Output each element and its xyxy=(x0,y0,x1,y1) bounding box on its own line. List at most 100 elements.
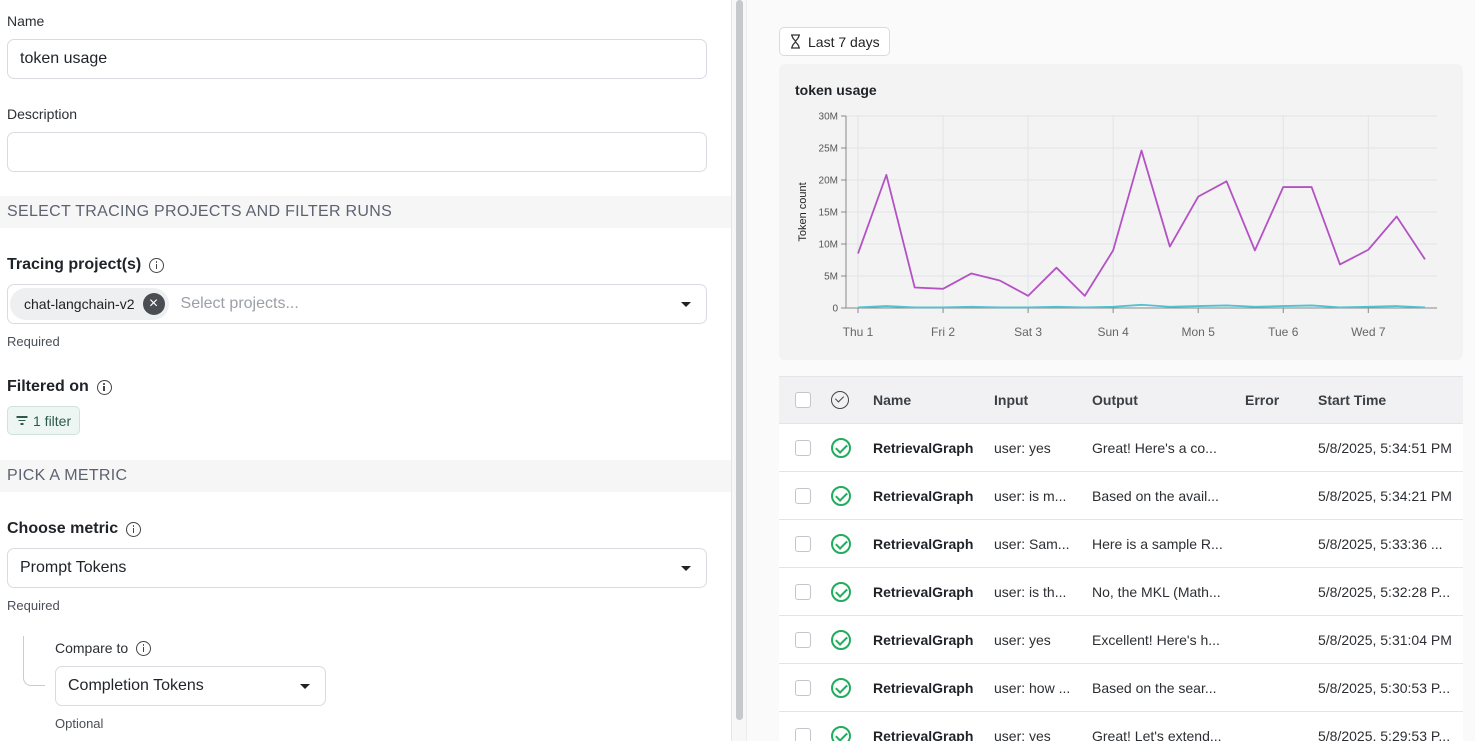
table-row[interactable]: RetrievalGraph user: is m... Based on the … xyxy=(779,472,1463,520)
x-tick-label: Mon 5 xyxy=(1182,325,1216,339)
run-name[interactable]: RetrievalGraph xyxy=(873,631,974,648)
run-name[interactable]: RetrievalGraph xyxy=(873,487,974,504)
status-cell xyxy=(831,520,851,567)
run-start-time: 5/8/2025, 5:34:21 PM xyxy=(1318,487,1452,504)
description-label: Description xyxy=(7,106,78,122)
remove-chip-icon[interactable]: × xyxy=(142,293,165,315)
column-header-start-time[interactable]: Start Time xyxy=(1318,392,1387,408)
row-checkbox-cell xyxy=(795,568,811,615)
success-check-icon xyxy=(831,725,851,741)
column-header-error[interactable]: Error xyxy=(1245,392,1280,408)
table-row[interactable]: RetrievalGraph user: yes Excellent! Here's… xyxy=(779,616,1463,664)
compare-select[interactable]: Completion Tokens xyxy=(55,666,326,706)
description-input[interactable] xyxy=(7,132,707,172)
filter-icon xyxy=(16,416,27,425)
row-checkbox-cell xyxy=(795,520,811,567)
run-name[interactable]: RetrievalGraph xyxy=(873,727,974,741)
section-heading-metric: PICK A METRIC xyxy=(0,460,731,492)
run-start-time: 5/8/2025, 5:32:28 P... xyxy=(1318,583,1451,600)
section-heading-tracing: SELECT TRACING PROJECTS AND FILTER RUNS xyxy=(0,196,731,228)
x-tick-label: Sat 3 xyxy=(1014,325,1042,339)
project-chip-label: chat-langchain-v2 xyxy=(24,296,135,312)
table-row[interactable]: RetrievalGraph user: how ... Based on the … xyxy=(779,664,1463,712)
select-all-checkbox-cell xyxy=(795,377,811,423)
scrollbar-thumb[interactable] xyxy=(736,0,743,720)
run-name[interactable]: RetrievalGraph xyxy=(873,439,974,456)
table-row[interactable]: RetrievalGraph user: is th... No, the MKL … xyxy=(779,568,1463,616)
y-tick-label: 5M xyxy=(824,272,838,283)
column-header-input[interactable]: Input xyxy=(994,392,1029,408)
row-checkbox-cell xyxy=(795,712,811,741)
status-cell xyxy=(831,664,851,711)
filter-button[interactable]: 1 filter xyxy=(7,406,81,435)
row-checkbox-cell xyxy=(795,424,811,471)
run-output: Great! Here's a co... xyxy=(1092,439,1217,456)
token-usage-chart: 0 5M 10M 15M 20M 25M 30M Thu 1 Fri 2 Sat 3 Sun 4 Mo… xyxy=(797,112,1437,339)
choose-metric-label: Choose metric xyxy=(7,520,142,538)
run-input: user: Sam... xyxy=(994,535,1070,552)
y-tick-label: 20M xyxy=(819,176,838,187)
status-header xyxy=(831,377,849,423)
run-output: Based on the avail... xyxy=(1092,487,1219,504)
table-row[interactable]: RetrievalGraph user: yes Great! Let's exte… xyxy=(779,712,1463,741)
x-tick-label: Thu 1 xyxy=(843,325,874,339)
name-input[interactable]: token usage xyxy=(7,39,707,79)
status-cell xyxy=(831,712,851,741)
table-row[interactable]: RetrievalGraph user: yes Great! Here's a c… xyxy=(779,424,1463,472)
x-tick-label: Tue 6 xyxy=(1268,325,1299,339)
row-checkbox[interactable] xyxy=(795,679,811,696)
check-circle-icon[interactable] xyxy=(831,391,849,409)
run-output: Here is a sample R... xyxy=(1092,535,1223,552)
column-header-name[interactable]: Name xyxy=(873,392,912,408)
status-cell xyxy=(831,424,851,471)
metric-helper-text: Required xyxy=(7,598,60,613)
tracing-projects-label-text: Tracing project(s) xyxy=(7,256,142,273)
run-input: user: yes xyxy=(994,727,1051,741)
run-name[interactable]: RetrievalGraph xyxy=(873,535,974,552)
run-name[interactable]: RetrievalGraph xyxy=(873,679,974,696)
row-checkbox[interactable] xyxy=(795,583,811,600)
chevron-down-icon[interactable] xyxy=(681,566,691,571)
run-start-time: 5/8/2025, 5:29:53 P... xyxy=(1318,727,1451,741)
time-range-button[interactable]: Last 7 days xyxy=(779,27,890,56)
select-all-checkbox[interactable] xyxy=(795,392,811,408)
y-tick-label: 0 xyxy=(832,304,838,315)
run-start-time: 5/8/2025, 5:33:36 ... xyxy=(1318,535,1443,552)
info-icon[interactable] xyxy=(136,640,152,656)
x-tick-label: Sun 4 xyxy=(1097,325,1129,339)
row-checkbox[interactable] xyxy=(795,487,811,504)
y-tick-label: 15M xyxy=(819,208,838,219)
chart-config-form: Name token usage Description SELECT TRAC… xyxy=(0,0,731,741)
table-row[interactable]: RetrievalGraph user: Sam... Here is a samp… xyxy=(779,520,1463,568)
info-icon[interactable] xyxy=(126,521,142,537)
info-icon[interactable] xyxy=(96,379,112,395)
run-input: user: is m... xyxy=(994,487,1067,504)
chevron-down-icon[interactable] xyxy=(681,302,691,307)
status-cell xyxy=(831,568,851,615)
row-checkbox[interactable] xyxy=(795,727,811,741)
y-tick-label: 30M xyxy=(819,112,838,123)
chevron-down-icon[interactable] xyxy=(300,684,310,689)
run-input: user: yes xyxy=(994,439,1051,456)
tracing-projects-label: Tracing project(s) xyxy=(7,256,165,274)
row-checkbox-cell xyxy=(795,472,811,519)
row-checkbox-cell xyxy=(795,616,811,663)
choose-metric-label-text: Choose metric xyxy=(7,520,119,537)
run-output: Based on the sear... xyxy=(1092,679,1217,696)
column-header-output[interactable]: Output xyxy=(1092,392,1138,408)
filter-button-label: 1 filter xyxy=(33,412,72,429)
info-icon[interactable] xyxy=(149,257,165,273)
compare-to-label-text: Compare to xyxy=(55,640,129,656)
row-checkbox-cell xyxy=(795,664,811,711)
form-scrollbar[interactable] xyxy=(731,0,747,741)
row-checkbox[interactable] xyxy=(795,439,811,456)
run-start-time: 5/8/2025, 5:31:04 PM xyxy=(1318,631,1452,648)
metric-select[interactable]: Prompt Tokens xyxy=(7,548,707,588)
tracing-projects-select[interactable]: chat-langchain-v2 × Select projects... xyxy=(7,284,707,324)
success-check-icon xyxy=(831,629,851,650)
row-checkbox[interactable] xyxy=(795,631,811,648)
chart-title: token usage xyxy=(795,82,877,98)
run-output: Excellent! Here's h... xyxy=(1092,631,1220,648)
run-name[interactable]: RetrievalGraph xyxy=(873,583,974,600)
row-checkbox[interactable] xyxy=(795,535,811,552)
